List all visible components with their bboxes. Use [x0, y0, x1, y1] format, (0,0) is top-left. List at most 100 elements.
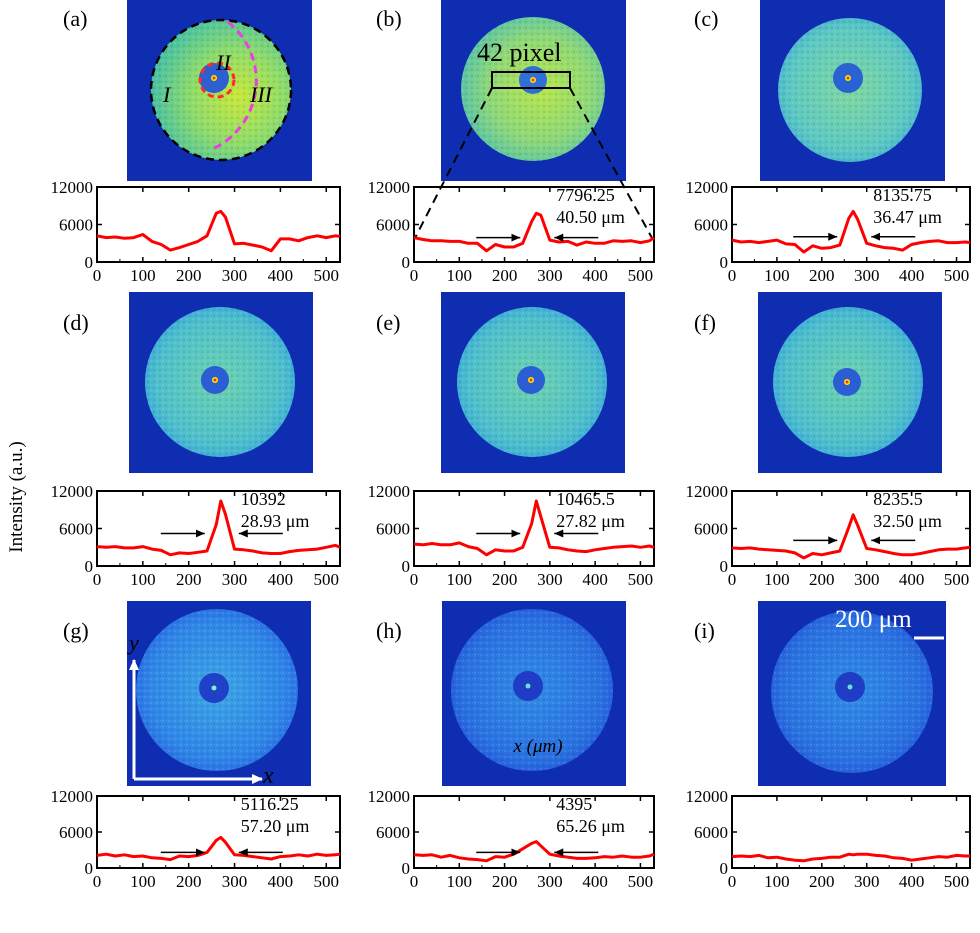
x-tick-label-h: 0 — [410, 872, 419, 891]
peak-value-label-e: 10465.5 — [556, 489, 615, 509]
y-tick-label-f: 0 — [720, 557, 729, 576]
region-boundary-inner — [198, 61, 236, 99]
x-tick-label-h: 300 — [537, 872, 563, 891]
image-panel-e — [441, 292, 625, 473]
peak-value-label-d: 10392 — [241, 489, 286, 509]
panel-label-g: (g) — [63, 618, 89, 643]
x-tick-label-b: 100 — [447, 266, 473, 285]
y-tick-label-g: 12000 — [51, 787, 94, 806]
pixel-box — [491, 71, 571, 89]
x-tick-label-c: 200 — [809, 266, 835, 285]
image-panel-f — [758, 292, 942, 473]
x-axis-label: x (μm) — [512, 736, 562, 757]
peak-value-label-c: 8135.75 — [873, 185, 932, 205]
intensity-line-f — [731, 513, 971, 560]
intensity-line-i — [731, 852, 970, 863]
y-tick-label-g: 0 — [85, 859, 94, 878]
y-tick-label-d: 0 — [85, 557, 94, 576]
panel-label-i: (i) — [694, 618, 715, 643]
x-direction-label: x — [262, 763, 274, 789]
panel-label-b: (b) — [376, 6, 402, 31]
fwhm-value-label-g: 57.20 μm — [241, 816, 310, 836]
x-tick-label-f: 500 — [944, 570, 970, 589]
intensity-line-c — [731, 209, 971, 254]
x-tick-label-e: 200 — [492, 570, 518, 589]
x-tick-label-g: 200 — [176, 872, 202, 891]
y-tick-label-d: 12000 — [51, 482, 94, 501]
y-tick-label-e: 0 — [402, 557, 411, 576]
intensity-line-b — [413, 211, 655, 253]
x-tick-label-a: 500 — [313, 266, 339, 285]
y-tick-label-d: 6000 — [59, 520, 93, 539]
x-tick-label-b: 500 — [628, 266, 654, 285]
y-tick-label-e: 12000 — [368, 482, 411, 501]
y-tick-label-a: 0 — [85, 253, 94, 272]
y-tick-label-b: 6000 — [376, 216, 410, 235]
image-panel-i: 200 μm — [758, 601, 946, 786]
x-tick-label-h: 100 — [447, 872, 473, 891]
x-tick-label-a: 300 — [222, 266, 248, 285]
x-tick-label-c: 0 — [728, 266, 737, 285]
x-tick-label-g: 400 — [268, 872, 294, 891]
region-label-I: I — [162, 82, 172, 107]
peak-value-label-h: 4395 — [556, 794, 592, 814]
region-boundary-middle — [209, 20, 258, 152]
x-tick-label-d: 200 — [176, 570, 202, 589]
x-tick-label-d: 400 — [268, 570, 294, 589]
fwhm-value-label-d: 28.93 μm — [241, 511, 310, 531]
x-tick-label-i: 300 — [854, 872, 880, 891]
x-tick-label-d: 0 — [93, 570, 102, 589]
plot-f: 0 100 200 300 400 500 0 6000 12000 8235.532.50 μm — [686, 482, 971, 589]
y-tick-label-c: 12000 — [686, 178, 729, 197]
x-tick-label-i: 0 — [728, 872, 737, 891]
x-tick-label-h: 200 — [492, 872, 518, 891]
y-tick-label-i: 6000 — [694, 823, 728, 842]
image-panel-g: y x — [127, 601, 311, 789]
x-tick-label-h: 500 — [628, 872, 654, 891]
y-tick-label-b: 12000 — [368, 178, 411, 197]
x-tick-label-i: 500 — [944, 872, 970, 891]
intensity-line-g — [96, 835, 341, 862]
panel-label-d: (d) — [63, 310, 89, 335]
plot-i: 0 100 200 300 400 500 0 6000 12000 — [686, 787, 971, 891]
x-tick-label-f: 300 — [854, 570, 880, 589]
x-tick-label-c: 300 — [854, 266, 880, 285]
y-direction-label: y — [127, 630, 139, 655]
intensity-line-d — [96, 499, 341, 557]
x-tick-label-f: 0 — [728, 570, 737, 589]
x-tick-label-g: 0 — [93, 872, 102, 891]
fwhm-value-label-f: 32.50 μm — [873, 511, 942, 531]
fwhm-value-label-b: 40.50 μm — [556, 207, 625, 227]
image-panel-h — [442, 601, 626, 786]
y-tick-label-c: 6000 — [694, 216, 728, 235]
x-tick-label-e: 500 — [628, 570, 654, 589]
region-boundary-outer — [149, 18, 293, 162]
x-tick-label-b: 400 — [582, 266, 608, 285]
x-tick-label-f: 100 — [764, 570, 790, 589]
pixel-box-label: 42 pixel — [477, 38, 562, 67]
x-tick-label-i: 100 — [764, 872, 790, 891]
x-tick-label-d: 500 — [313, 570, 339, 589]
x-tick-label-f: 400 — [899, 570, 925, 589]
x-tick-label-b: 200 — [492, 266, 518, 285]
y-tick-label-f: 6000 — [694, 520, 728, 539]
y-tick-label-i: 0 — [720, 859, 729, 878]
x-tick-label-c: 100 — [764, 266, 790, 285]
x-tick-label-d: 100 — [130, 570, 156, 589]
peak-value-label-f: 8235.5 — [873, 489, 923, 509]
y-tick-label-e: 6000 — [376, 520, 410, 539]
y-tick-label-g: 6000 — [59, 823, 93, 842]
x-tick-label-g: 300 — [222, 872, 248, 891]
y-tick-label-b: 0 — [402, 253, 411, 272]
panel-label-c: (c) — [694, 6, 718, 31]
y-axis-label: Intensity (a.u.) — [6, 441, 27, 552]
fwhm-value-label-e: 27.82 μm — [556, 511, 625, 531]
x-tick-label-c: 500 — [944, 266, 970, 285]
image-panel-a: I II III — [127, 0, 312, 181]
peak-value-label-b: 7796.25 — [556, 185, 615, 205]
x-tick-label-i: 400 — [899, 872, 925, 891]
